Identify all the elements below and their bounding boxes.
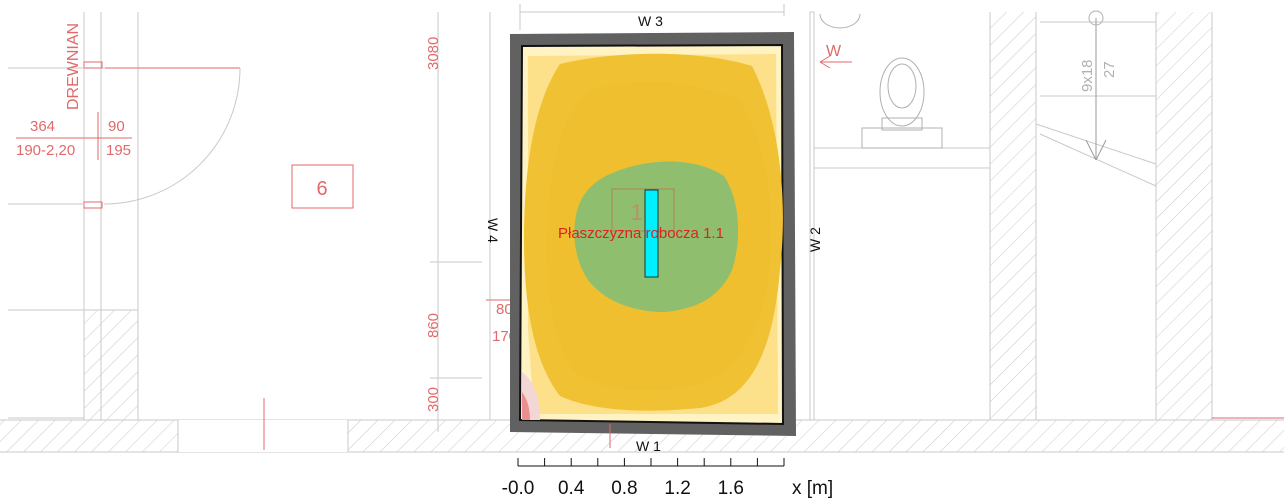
scale-tick-label: 0.4 — [558, 478, 585, 499]
scale-bar: -0.0 0.4 0.8 1.2 1.6 x [m] — [502, 458, 833, 499]
wall-label-w1: W 1 — [636, 438, 661, 454]
dim-190: 190-2,20 — [16, 142, 75, 159]
dim-364: 364 — [30, 118, 55, 135]
dim-195: 195 — [106, 142, 131, 159]
stair-27: 27 — [1101, 61, 1118, 78]
stairs-icon — [1035, 10, 1157, 187]
wall-hatch-left — [84, 310, 138, 420]
dim-3080: 3080 — [425, 37, 442, 70]
work-plane-label: Płaszczyzna robocza 1.1 — [558, 225, 724, 242]
room-tag-6 — [291, 164, 354, 209]
luminaire-icon — [644, 189, 659, 278]
label-drewniane: DREWNIAN — [65, 23, 82, 110]
dim-90: 90 — [108, 118, 125, 135]
wall-label-w2: W 2 — [807, 227, 823, 252]
wall-label-w4: W 4 — [485, 218, 501, 243]
dim-80: 80 — [496, 301, 513, 318]
wall-label-w3: W 3 — [638, 13, 663, 29]
dim-860: 860 — [425, 313, 442, 338]
dim-300: 300 — [425, 387, 442, 412]
scale-tick-label: -0.0 — [502, 478, 535, 499]
room-calculation-area: 13 Płaszczyzna robocza 1.1 W 3 W 1 W 4 W… — [485, 13, 823, 454]
scale-tick-label: 0.8 — [611, 478, 637, 499]
cad-labels: DREWNIAN 364 190-2,20 90 195 6 3080 860 … — [16, 23, 1118, 412]
direction-arrow — [819, 55, 852, 69]
scale-tick-label: 1.2 — [664, 478, 690, 499]
toilet-icon — [861, 57, 943, 149]
wall-hatch-right — [990, 12, 1036, 420]
room-tag-13 — [611, 188, 675, 232]
arrow-w-label: W — [826, 43, 842, 60]
room-number-6: 6 — [316, 178, 327, 200]
stair-9x18: 9x18 — [1079, 59, 1096, 92]
wall-hatch-far-right — [1156, 12, 1212, 420]
scale-tick-label: 1.6 — [718, 478, 744, 499]
scale-unit: x [m] — [792, 478, 833, 499]
